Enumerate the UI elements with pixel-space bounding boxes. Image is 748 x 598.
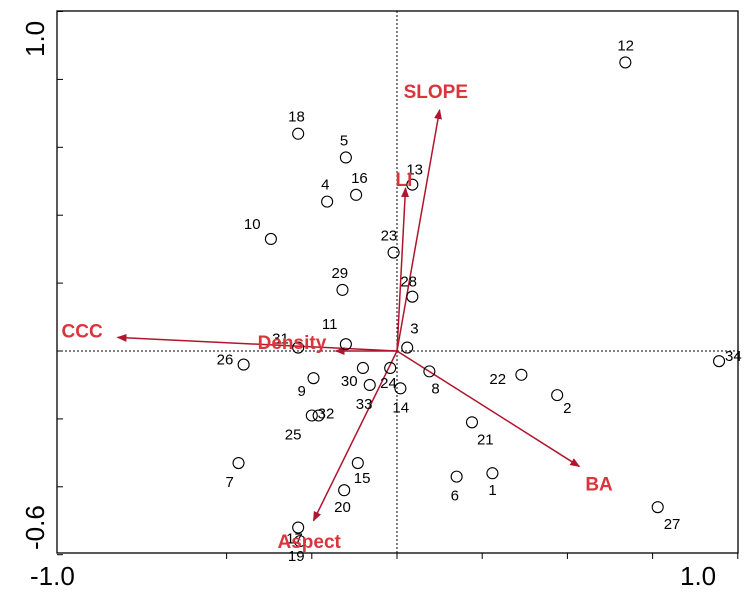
site-label-32: 32 (318, 406, 335, 423)
site-point-29 (336, 283, 349, 296)
vector-ccc-label: CCC (62, 321, 103, 342)
site-label-23: 23 (381, 228, 398, 245)
site-point-17 (292, 521, 305, 534)
site-point-1 (486, 467, 499, 480)
site-point-11 (339, 338, 352, 351)
site-label-3: 3 (410, 321, 418, 338)
site-point-15 (351, 456, 364, 470)
site-point-10 (264, 232, 277, 246)
vector-ccc-arrow (116, 333, 398, 352)
site-point-7 (232, 456, 245, 470)
site-label-16: 16 (351, 170, 368, 187)
site-label-14: 14 (392, 399, 409, 416)
site-label-27: 27 (664, 516, 681, 533)
site-label-13: 13 (406, 162, 423, 179)
site-point-19 (293, 535, 306, 548)
vector-li-label: LI (396, 170, 413, 191)
x-tick-label-max: 1.0 (680, 561, 716, 591)
site-label-24: 24 (380, 375, 397, 392)
site-point-20 (338, 484, 351, 497)
site-point-25 (305, 409, 318, 422)
vector-ba-label: BA (585, 474, 613, 495)
site-point-12 (619, 56, 632, 69)
site-label-8: 8 (431, 380, 439, 397)
site-label-9: 9 (298, 383, 306, 400)
site-label-10: 10 (244, 216, 261, 233)
site-label-15: 15 (354, 470, 371, 487)
site-label-25: 25 (285, 427, 302, 444)
site-point-22 (515, 368, 528, 381)
site-point-9 (307, 372, 320, 385)
vector-slope-label: SLOPE (404, 82, 468, 103)
site-label-20: 20 (334, 499, 351, 516)
y-tick-label-min: -0.6 (20, 505, 50, 550)
site-label-22: 22 (489, 371, 506, 388)
site-point-27 (651, 501, 664, 514)
site-label-28: 28 (400, 274, 417, 291)
site-point-28 (406, 290, 419, 303)
vector-slope-arrow (396, 108, 442, 352)
site-label-31: 31 (272, 331, 289, 348)
site-point-30 (356, 361, 369, 375)
site-label-6: 6 (451, 488, 459, 505)
site-point-33 (363, 378, 376, 392)
axes: -1.0 1.0 1.0 -0.6 (20, 10, 739, 591)
site-point-8 (423, 365, 436, 378)
site-point-14 (394, 382, 407, 395)
site-point-26 (237, 358, 250, 371)
site-point-16 (350, 188, 363, 201)
vector-labels: SLOPE LI CCC Density BA Aspect (62, 82, 614, 553)
site-point-24 (384, 361, 397, 375)
site-point-32 (312, 409, 325, 422)
site-label-1: 1 (488, 482, 496, 499)
site-point-5 (339, 151, 352, 164)
site-point-2 (551, 389, 564, 402)
site-label-18: 18 (288, 109, 305, 126)
site-label-2: 2 (563, 400, 571, 417)
site-label-33: 33 (356, 396, 373, 413)
vector-aspect-label: Aspect (278, 532, 342, 553)
site-point-6 (450, 470, 463, 483)
site-label-11: 11 (322, 316, 338, 333)
site-point-3 (401, 341, 414, 354)
y-tick-label-max: 1.0 (20, 21, 50, 57)
site-label-12: 12 (617, 37, 634, 54)
vector-ba-arrow (396, 350, 581, 468)
site-point-21 (465, 416, 479, 429)
site-point-23 (387, 246, 400, 259)
site-label-7: 7 (226, 474, 234, 491)
site-point-4 (321, 195, 334, 208)
vector-li-arrow (396, 187, 410, 352)
site-point-31 (292, 341, 305, 354)
site-label-5: 5 (340, 132, 348, 149)
vector-aspect-arrow (312, 350, 398, 522)
site-point-13 (406, 178, 419, 191)
site-label-26: 26 (217, 352, 234, 369)
site-point-34 (713, 355, 726, 368)
site-label-21: 21 (477, 431, 494, 448)
site-label-34: 34 (725, 348, 742, 365)
vector-density-label: Density (258, 333, 327, 354)
site-point-18 (292, 127, 305, 140)
loading-vectors (116, 108, 581, 522)
site-label-29: 29 (331, 265, 348, 282)
site-label-4: 4 (321, 177, 329, 194)
x-tick-label-min: -1.0 (30, 561, 75, 591)
site-label-30: 30 (341, 373, 358, 390)
